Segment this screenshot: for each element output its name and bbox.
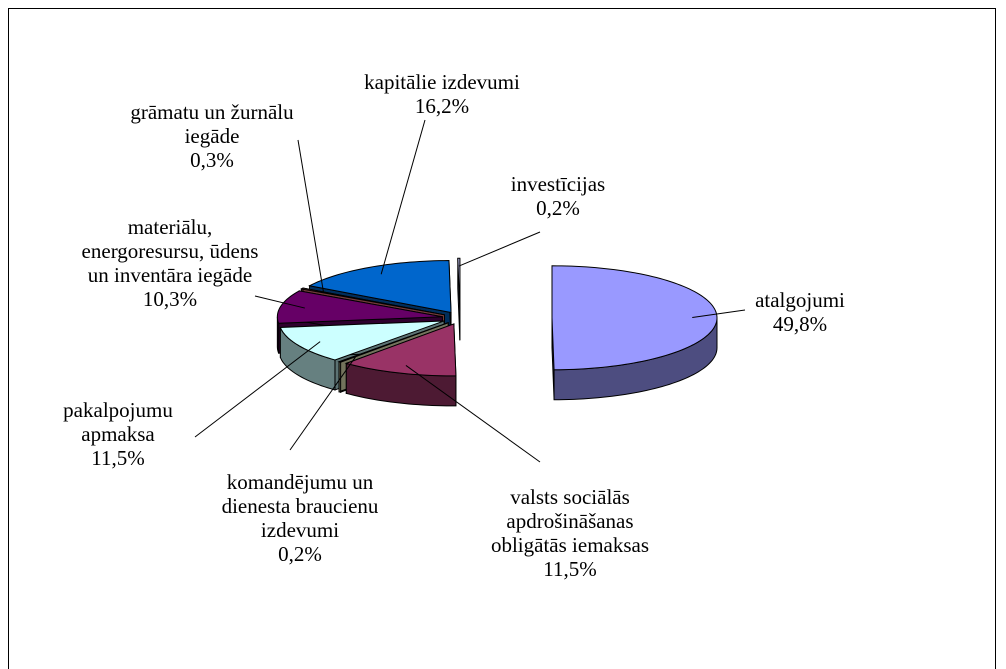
slice-label: pakalpojumu apmaksa 11,5%: [48, 398, 188, 470]
leader-line: [254, 295, 305, 309]
leader-line: [692, 309, 746, 319]
slice-value: 16,2%: [414, 94, 470, 118]
slice-top: [551, 265, 718, 371]
slice-label: komandējumu un dienesta braucienu izdevu…: [205, 470, 395, 566]
leader-line: [194, 341, 321, 438]
slice-top: [299, 287, 445, 316]
chart-frame: [8, 8, 996, 669]
slice-label: kapitālie izdevumi 16,2%: [312, 70, 572, 118]
slice-value: 11,5%: [543, 557, 597, 581]
slice-top: [457, 257, 461, 311]
slice-value: 0,3%: [190, 148, 234, 172]
slice-label: materiālu, energoresursu, ūdens un inven…: [73, 215, 268, 311]
slice-name: valsts sociālās apdrošināšanas obligātās…: [490, 485, 650, 557]
slice-top: [344, 323, 457, 377]
slice-top: [279, 320, 445, 361]
leader-line: [380, 119, 426, 275]
slice-name: kapitālie izdevumi: [364, 70, 520, 94]
slice-value: 10,3%: [142, 287, 198, 311]
slice-label: valsts sociālās apdrošināšanas obligātās…: [470, 485, 670, 581]
slice-label: grāmatu un žurnālu iegāde 0,3%: [105, 100, 320, 172]
slice-top: [308, 260, 452, 314]
slice-name: materiālu, energoresursu, ūdens un inven…: [81, 215, 259, 287]
slice-label: atalgojumi 49,8%: [725, 288, 875, 336]
slice-name: atalgojumi: [755, 288, 845, 312]
slice-name: pakalpojumu apmaksa: [63, 398, 173, 446]
slice-value: 0,2%: [536, 196, 580, 220]
slice-top: [337, 322, 449, 363]
slice-value: 11,5%: [91, 446, 145, 470]
slice-label: investīcijas 0,2%: [483, 172, 633, 220]
leader-line: [289, 355, 357, 451]
slice-name: komandējumu un dienesta braucienu izdevu…: [221, 470, 379, 542]
slice-side: [338, 361, 342, 393]
leader-line: [297, 139, 325, 293]
leader-line: [405, 365, 541, 463]
slice-name: grāmatu un žurnālu iegāde: [130, 100, 294, 148]
slice-value: 49,8%: [772, 312, 828, 336]
leader-line: [458, 231, 541, 267]
slice-top: [276, 290, 443, 324]
chart: [194, 119, 746, 463]
slice-value: 0,2%: [278, 542, 322, 566]
slice-name: investīcijas: [510, 172, 606, 196]
